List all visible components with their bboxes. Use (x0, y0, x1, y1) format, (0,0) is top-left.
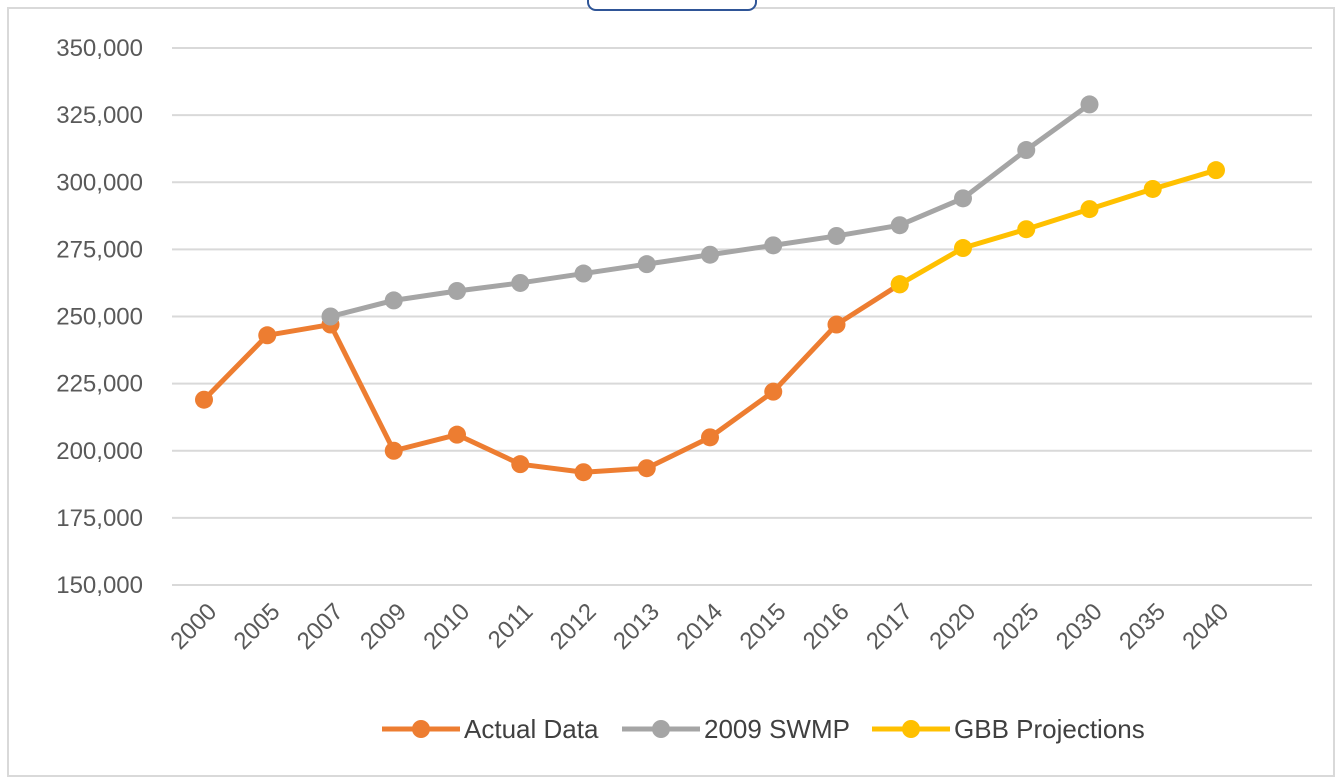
data-point (764, 236, 783, 255)
series-line (202, 282, 902, 475)
y-tick-label: 350,000 (56, 35, 143, 62)
data-point (1017, 220, 1036, 239)
data-point (637, 459, 656, 478)
data-point (574, 264, 593, 283)
data-point (384, 441, 403, 460)
legend-label: GBB Projections (954, 714, 1145, 744)
data-point (1080, 95, 1099, 114)
data-point (701, 428, 719, 447)
y-tick-label: 175,000 (56, 505, 143, 532)
y-tick-label: 250,000 (56, 304, 143, 331)
data-point (511, 455, 530, 474)
y-tick-label: 300,000 (56, 169, 143, 196)
data-point (258, 326, 277, 345)
data-point (954, 189, 972, 208)
y-tick-label: 225,000 (56, 371, 143, 398)
data-point (1207, 161, 1225, 180)
data-point (321, 307, 340, 326)
data-point (448, 281, 466, 300)
legend-marker (652, 720, 670, 738)
y-tick-label: 200,000 (56, 438, 143, 465)
data-point (954, 239, 972, 258)
y-tick-label: 325,000 (56, 102, 143, 129)
selection-handle (587, 0, 757, 11)
legend-marker (902, 720, 920, 738)
legend-label: 2009 SWMP (704, 714, 850, 744)
y-tick-label: 275,000 (56, 236, 143, 263)
legend-marker (412, 720, 430, 738)
y-tick-label: 150,000 (56, 572, 143, 599)
data-point (764, 382, 783, 401)
data-point (384, 291, 403, 310)
data-point (701, 245, 719, 264)
data-point (827, 226, 846, 245)
data-point (1017, 141, 1036, 160)
data-point (890, 216, 909, 235)
data-point (827, 315, 846, 334)
data-point (890, 275, 909, 294)
legend-label: Actual Data (464, 714, 599, 744)
data-point (448, 425, 466, 444)
data-point (574, 463, 593, 482)
chart-frame (7, 7, 1335, 777)
data-point (195, 390, 213, 409)
data-point (1080, 200, 1099, 219)
data-point (1143, 179, 1162, 198)
data-point (637, 255, 656, 274)
data-point (511, 273, 530, 292)
series-line (898, 167, 1217, 287)
